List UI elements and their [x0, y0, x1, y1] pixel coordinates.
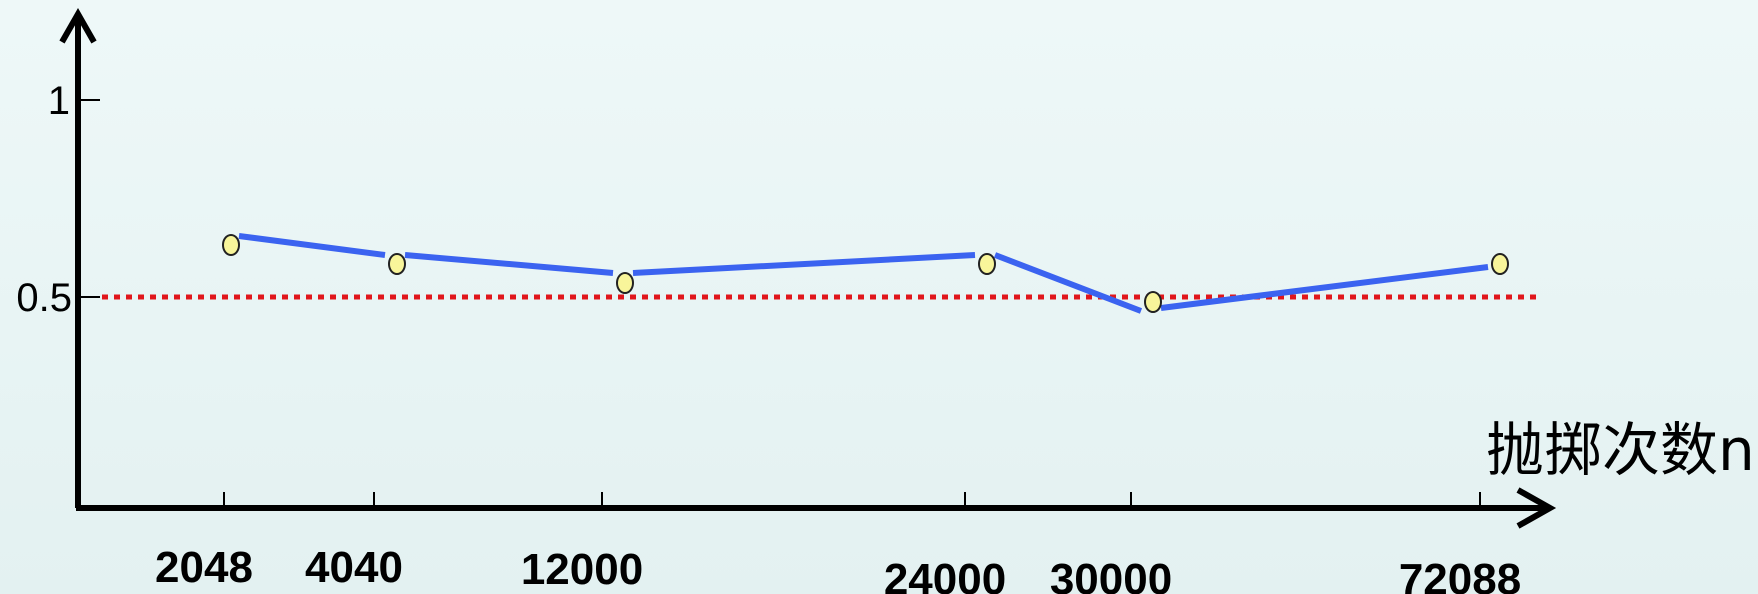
x-tick-label-24000: 24000 [884, 555, 1006, 594]
series-line-segment [404, 252, 614, 276]
x-tick-label-72088: 72088 [1399, 555, 1521, 594]
x-tick-label-2048: 2048 [155, 543, 253, 592]
data-point-30000 [1144, 291, 1162, 313]
data-point-2048 [222, 234, 240, 256]
x-tick-label-4040: 4040 [305, 543, 403, 592]
y-tick-label-0.5: 0.5 [16, 276, 72, 320]
data-point-12000 [616, 272, 634, 294]
x-axis-arrow [1516, 487, 1557, 529]
y-axis-arrow [59, 7, 97, 44]
data-point-4040 [388, 253, 406, 275]
data-point-24000 [978, 253, 996, 275]
series-line-segment [632, 252, 976, 276]
data-point-72088 [1491, 253, 1509, 275]
series-line-segment [238, 233, 386, 258]
x-tick-label-30000: 30000 [1050, 555, 1172, 594]
x-tick-label-12000: 12000 [521, 545, 643, 594]
series-line-segment [1160, 264, 1489, 311]
x-axis-title: 抛掷次数n [1486, 416, 1755, 484]
y-tick-label-1: 1 [48, 79, 70, 123]
series-line-segment [993, 252, 1143, 314]
